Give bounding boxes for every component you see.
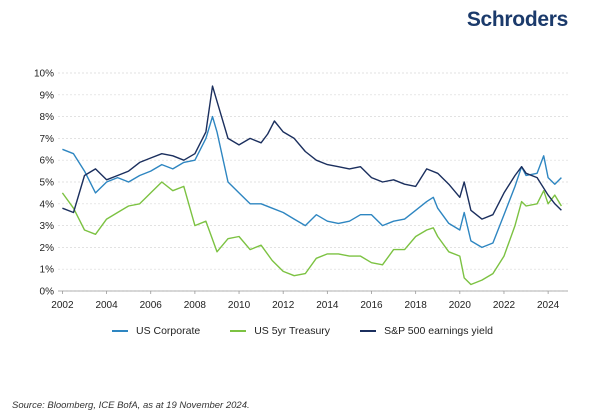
legend-item-us-5yr-treasury: US 5yr Treasury [230,325,330,337]
y-tick-label: 4% [40,199,55,210]
y-tick-label: 6% [40,156,55,167]
x-tick-label: 2022 [493,300,516,311]
legend-swatch-us-corporate [112,330,128,332]
legend-label-sp500-earnings-yield: S&P 500 earnings yield [384,325,494,337]
x-tick-label: 2012 [272,300,295,311]
legend-label-us-5yr-treasury: US 5yr Treasury [254,325,331,337]
x-tick-label: 2010 [228,300,251,311]
x-tick-label: 2004 [95,300,118,311]
line-chart: 0% 1% 2% 3% 4% 5% 6% 7% 8% 9% 10% 2002 2004 2006 2008 2… [34,69,568,311]
legend-item-us-corporate: US Corporate [112,325,200,337]
series-line-s-p-500-earnings-yield [62,85,562,220]
y-tick-label: 5% [40,178,55,189]
x-tick-label: 2020 [449,300,472,311]
y-tick-label: 7% [40,134,55,145]
y-tick-label: 10% [34,69,54,80]
x-tick-label: 2008 [184,300,207,311]
series-line-us-corporate [62,115,562,249]
legend-swatch-us-5yr-treasury [230,330,247,332]
y-tick-label: 2% [40,243,55,254]
x-tick-label: 2006 [140,300,163,311]
x-tick-label: 2024 [537,300,560,311]
y-tick-label: 0% [40,287,55,298]
legend-label-us-corporate: US Corporate [136,325,201,337]
y-tick-label: 9% [40,90,55,101]
brand-logo: Schroders [466,8,568,31]
legend-swatch-sp500-earnings-yield [360,330,377,332]
chart-legend: US Corporate US 5yr Treasury S&P 500 ear… [112,325,493,337]
x-tick-label: 2002 [51,300,74,311]
y-tick-label: 3% [40,221,55,232]
x-tick-label: 2014 [316,300,339,311]
series-line-us-5yr-treasury [61,181,562,286]
legend-item-sp500-earnings-yield: S&P 500 earnings yield [360,325,493,337]
x-tick-label: 2016 [360,300,383,311]
x-tick-label: 2018 [405,300,428,311]
y-tick-label: 8% [40,112,55,123]
y-tick-label: 1% [40,265,55,276]
source-note: Source: Bloomberg, ICE BofA, as at 19 No… [12,400,250,411]
